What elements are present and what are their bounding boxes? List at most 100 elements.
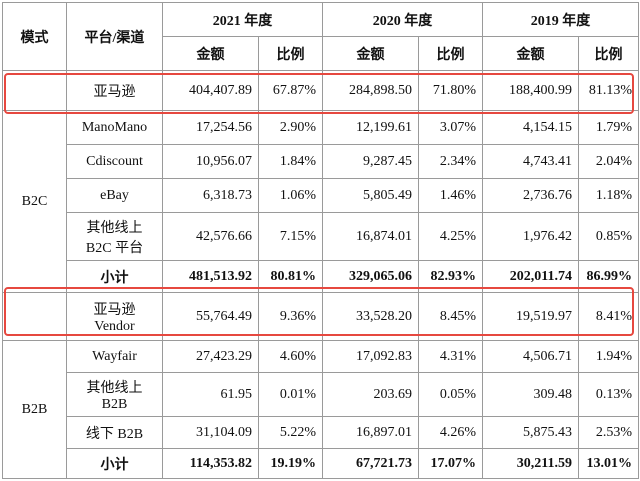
header-row-years: 模式 平台/渠道 2021 年度 2020 年度 2019 年度 <box>2 2 639 71</box>
amount-cell: 4,506.71 <box>482 340 579 373</box>
ratio-cell: 4.31% <box>418 340 483 373</box>
ratio-cell: 1.84% <box>258 144 323 179</box>
amount-cell: 114,353.82 <box>162 448 259 479</box>
channel-cell: 亚马逊 Vendor <box>66 292 163 341</box>
amount-cell: 30,211.59 <box>482 448 579 479</box>
amount-cell: 6,318.73 <box>162 178 259 213</box>
header-ratio: 比例 <box>258 36 323 71</box>
amount-cell: 33,528.20 <box>322 292 419 341</box>
ratio-cell: 0.05% <box>418 372 483 417</box>
mode-cell-empty <box>2 70 67 111</box>
ratio-cell: 2.34% <box>418 144 483 179</box>
amount-cell: 55,764.49 <box>162 292 259 341</box>
ratio-cell: 1.06% <box>258 178 323 213</box>
ratio-cell: 80.81% <box>258 260 323 293</box>
channel-cell: ManoMano <box>66 110 163 145</box>
header-amount: 金额 <box>482 36 579 71</box>
table-row-b2c-subtotal: 小计 481,513.92 80.81% 329,065.06 82.93% 2… <box>3 260 639 293</box>
header-ratio: 比例 <box>418 36 483 71</box>
table-row: 线下 B2B 31,104.09 5.22% 16,897.01 4.26% 5… <box>3 416 639 449</box>
channel-cell: 亚马逊 <box>66 70 163 111</box>
ratio-cell: 1.94% <box>578 340 639 373</box>
table-row-amazon-vendor: 亚马逊 Vendor 55,764.49 9.36% 33,528.20 8.45… <box>2 292 639 341</box>
ratio-cell: 7.15% <box>258 212 323 261</box>
table-row: B2B Wayfair 27,423.29 4.60% 17,092.83 4.… <box>2 340 639 479</box>
header-ratio: 比例 <box>578 36 639 71</box>
amount-cell: 17,092.83 <box>322 340 419 373</box>
ratio-cell: 82.93% <box>418 260 483 293</box>
amount-cell: 9,287.45 <box>322 144 419 179</box>
ratio-cell: 2.90% <box>258 110 323 145</box>
table-row: eBay 6,318.73 1.06% 5,805.49 1.46% 2,736… <box>3 178 639 213</box>
channel-cell: 线下 B2B <box>66 416 163 449</box>
ratio-cell: 67.87% <box>258 70 323 111</box>
ratio-cell: 86.99% <box>578 260 639 293</box>
ratio-cell: 9.36% <box>258 292 323 341</box>
amount-cell: 61.95 <box>162 372 259 417</box>
channel-cell: eBay <box>66 178 163 213</box>
amount-cell: 284,898.50 <box>322 70 419 111</box>
amount-cell: 4,154.15 <box>482 110 579 145</box>
amount-cell: 17,254.56 <box>162 110 259 145</box>
channel-line: Vendor <box>94 318 135 334</box>
ratio-cell: 4.25% <box>418 212 483 261</box>
ratio-cell: 0.85% <box>578 212 639 261</box>
ratio-cell: 3.07% <box>418 110 483 145</box>
header-mode: 模式 <box>2 2 67 71</box>
mode-cell-b2c: B2C <box>2 110 67 293</box>
amount-cell: 1,976.42 <box>482 212 579 261</box>
ratio-cell: 13.01% <box>578 448 639 479</box>
ratio-cell: 1.46% <box>418 178 483 213</box>
amount-cell: 188,400.99 <box>482 70 579 111</box>
ratio-cell: 81.13% <box>578 70 639 111</box>
ratio-cell: 2.53% <box>578 416 639 449</box>
amount-cell: 202,011.74 <box>482 260 579 293</box>
table-row-amazon: 亚马逊 404,407.89 67.87% 284,898.50 71.80% … <box>2 70 639 111</box>
amount-cell: 2,736.76 <box>482 178 579 213</box>
ratio-cell: 1.18% <box>578 178 639 213</box>
ratio-cell: 17.07% <box>418 448 483 479</box>
ratio-cell: 0.13% <box>578 372 639 417</box>
amount-cell: 309.48 <box>482 372 579 417</box>
amount-cell: 481,513.92 <box>162 260 259 293</box>
channel-cell: Cdiscount <box>66 144 163 179</box>
header-row-metrics: 金额 比例 金额 比例 金额 比例 <box>3 36 639 71</box>
table-row-b2b-subtotal: 小计 114,353.82 19.19% 67,721.73 17.07% 30… <box>3 448 639 479</box>
channel-cell: 其他线上 B2C 平台 <box>66 212 163 261</box>
header-year-2021: 2021 年度 <box>162 2 323 37</box>
amount-cell: 10,956.07 <box>162 144 259 179</box>
ratio-cell: 5.22% <box>258 416 323 449</box>
table-row: 其他线上 B2C 平台 42,576.66 7.15% 16,874.01 4.2… <box>3 212 639 261</box>
channel-line: B2B <box>101 396 128 412</box>
amount-cell: 67,721.73 <box>322 448 419 479</box>
header-year-2020: 2020 年度 <box>322 2 483 37</box>
ratio-cell: 2.04% <box>578 144 639 179</box>
subtotal-label: 小计 <box>66 448 163 479</box>
amount-cell: 31,104.09 <box>162 416 259 449</box>
ratio-cell: 4.60% <box>258 340 323 373</box>
ratio-cell: 8.41% <box>578 292 639 341</box>
amount-cell: 42,576.66 <box>162 212 259 261</box>
mode-cell-empty <box>2 292 67 341</box>
table-row: Cdiscount 10,956.07 1.84% 9,287.45 2.34%… <box>3 144 639 179</box>
mode-cell-b2b: B2B <box>2 340 67 479</box>
amount-cell: 16,897.01 <box>322 416 419 449</box>
header-channel: 平台/渠道 <box>66 2 163 71</box>
table-row: B2C ManoMano 17,254.56 2.90% 12,199.61 3… <box>2 110 639 293</box>
amount-cell: 329,065.06 <box>322 260 419 293</box>
ratio-cell: 19.19% <box>258 448 323 479</box>
amount-cell: 203.69 <box>322 372 419 417</box>
channel-line: 其他线上 <box>86 220 143 236</box>
header-amount: 金额 <box>322 36 419 71</box>
channel-line: 其他线上 <box>86 380 143 396</box>
amount-cell: 12,199.61 <box>322 110 419 145</box>
amount-cell: 404,407.89 <box>162 70 259 111</box>
ratio-cell: 0.01% <box>258 372 323 417</box>
amount-cell: 27,423.29 <box>162 340 259 373</box>
ratio-cell: 8.45% <box>418 292 483 341</box>
ratio-cell: 1.79% <box>578 110 639 145</box>
subtotal-label: 小计 <box>66 260 163 293</box>
table-row: 其他线上 B2B 61.95 0.01% 203.69 0.05% 309.48 … <box>3 372 639 417</box>
ratio-cell: 71.80% <box>418 70 483 111</box>
